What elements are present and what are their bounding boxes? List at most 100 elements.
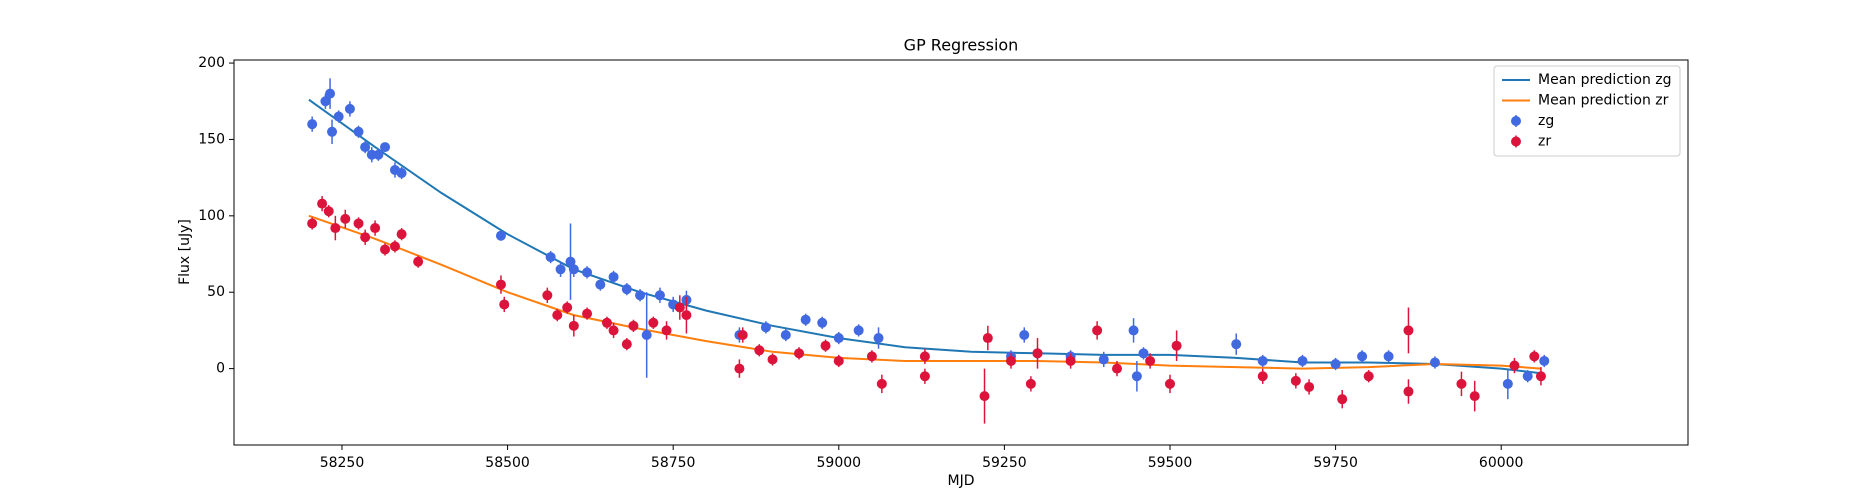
data-point <box>495 279 506 290</box>
data-point <box>307 119 318 130</box>
data-point <box>1403 386 1414 397</box>
data-point <box>1522 371 1533 382</box>
data-point <box>635 290 646 301</box>
data-point <box>1337 394 1348 405</box>
data-point <box>389 241 400 252</box>
data-point <box>380 142 391 153</box>
data-point <box>495 230 506 241</box>
data-point <box>780 330 791 340</box>
data-point <box>767 354 778 365</box>
y-tick-label: 200 <box>198 55 225 71</box>
y-tick-label: 150 <box>198 131 225 147</box>
data-point <box>608 271 619 282</box>
data-point <box>628 320 639 331</box>
data-point <box>333 111 344 122</box>
data-point <box>979 391 990 402</box>
data-point <box>1025 378 1036 389</box>
data-point <box>552 310 563 321</box>
data-point <box>582 267 593 278</box>
data-point <box>1363 371 1374 382</box>
y-tick-label: 0 <box>216 361 225 377</box>
data-point <box>1429 357 1440 368</box>
data-point <box>876 378 887 389</box>
data-point <box>545 252 556 263</box>
data-point <box>737 330 748 340</box>
data-point <box>608 325 619 336</box>
data-point <box>1257 371 1268 382</box>
legend-marker <box>1511 136 1521 147</box>
data-point <box>340 213 351 224</box>
data-point <box>734 363 745 374</box>
data-point <box>754 345 765 356</box>
data-point <box>396 168 407 179</box>
data-point <box>641 330 652 340</box>
x-tick-label: 58750 <box>651 455 696 471</box>
data-point <box>380 244 391 255</box>
data-point <box>1456 378 1467 389</box>
data-point <box>1131 371 1142 382</box>
data-point <box>601 317 612 328</box>
data-point <box>621 339 632 350</box>
chart-title: GP Regression <box>904 36 1019 55</box>
data-point <box>1535 371 1546 382</box>
y-tick-label: 100 <box>198 208 225 224</box>
data-point <box>833 355 844 366</box>
x-axis-label: MJD <box>948 473 975 489</box>
data-point <box>499 299 510 310</box>
data-point <box>820 340 831 351</box>
data-point <box>654 290 665 301</box>
data-point <box>1231 339 1242 350</box>
data-point <box>1092 325 1103 336</box>
data-point <box>562 302 573 313</box>
data-point <box>1006 355 1017 366</box>
data-point <box>1383 351 1394 362</box>
prediction-line <box>308 214 1541 370</box>
data-point <box>565 256 576 267</box>
data-point <box>1539 355 1550 366</box>
data-point <box>1357 351 1368 362</box>
data-point <box>648 317 659 328</box>
x-tick-label: 59000 <box>817 455 862 471</box>
data-point <box>873 333 884 344</box>
x-tick-label: 59250 <box>982 455 1027 471</box>
data-point <box>1469 391 1480 402</box>
legend-box <box>1493 65 1681 157</box>
data-point <box>1304 381 1315 392</box>
data-point <box>1145 355 1156 366</box>
data-point <box>1330 359 1341 370</box>
data-point <box>360 142 371 153</box>
data-point <box>853 325 864 336</box>
data-point <box>1171 340 1182 351</box>
data-point <box>982 333 993 344</box>
data-point <box>1257 355 1268 366</box>
data-point <box>919 371 930 382</box>
data-point <box>396 229 407 240</box>
data-point <box>353 126 364 137</box>
data-point <box>760 322 771 333</box>
y-axis-label: Flux [uJy] <box>177 219 193 285</box>
data-point <box>1529 351 1540 362</box>
x-tick-label: 59500 <box>1148 455 1193 471</box>
legend-label: zg <box>1538 113 1554 129</box>
data-point <box>681 310 692 321</box>
data-point <box>1065 355 1076 366</box>
data-point <box>1019 330 1030 340</box>
data-point <box>542 290 553 301</box>
x-tick-label: 60000 <box>1479 455 1524 471</box>
data-point <box>919 351 930 362</box>
data-point <box>1032 348 1043 359</box>
data-point <box>1297 355 1308 366</box>
data-point <box>344 103 355 114</box>
data-point <box>330 223 341 234</box>
prediction-line <box>308 98 1542 375</box>
data-point <box>555 264 566 275</box>
data-point <box>353 218 364 229</box>
y-tick-label: 50 <box>207 284 225 300</box>
data-point <box>582 308 593 319</box>
data-point <box>1290 375 1301 386</box>
data-point <box>800 314 811 325</box>
data-point <box>323 206 334 217</box>
data-point <box>833 333 844 344</box>
data-point <box>1502 378 1513 389</box>
data-point <box>1509 360 1520 371</box>
